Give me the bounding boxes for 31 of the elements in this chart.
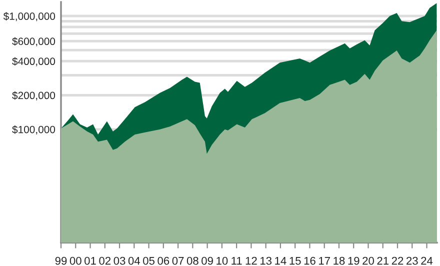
- y-tick-label: $100,000: [12, 125, 56, 134]
- x-tick-label: 24: [421, 256, 433, 265]
- x-tick-label: 03: [114, 256, 126, 265]
- x-tick-label: 05: [143, 256, 154, 265]
- x-tick-label: 18: [334, 256, 345, 265]
- x-tick-label: 20: [362, 256, 374, 265]
- y-tick-label: $200,000: [12, 91, 56, 100]
- x-tick-label: 22: [392, 256, 404, 265]
- y-tick-label: $600,000: [12, 37, 56, 46]
- x-tick-label: 10: [216, 256, 228, 265]
- x-tick-label: 11: [232, 256, 242, 265]
- x-tick-label: 04: [128, 256, 140, 265]
- x-tick-label: 14: [275, 256, 286, 265]
- y-tick-label: $400,000: [12, 57, 56, 66]
- x-tick-label: 19: [348, 256, 360, 265]
- x-tick-label: 07: [172, 256, 184, 265]
- x-tick-label: 13: [260, 256, 272, 265]
- x-tick-label: 23: [406, 256, 418, 265]
- x-tick-label: 02: [99, 256, 111, 265]
- x-tick-label: 09: [202, 256, 213, 265]
- x-tick-label: 21: [377, 256, 389, 265]
- x-tick-label: 15: [290, 256, 301, 265]
- y-tick-label: $1,000,000: [3, 12, 56, 22]
- x-tick-label: 12: [246, 256, 257, 265]
- x-tick-label: 99: [55, 256, 67, 265]
- x-tick-label: 16: [304, 256, 316, 265]
- x-tick-label: 08: [186, 256, 198, 265]
- x-tick-label: 06: [158, 256, 170, 265]
- x-tick-label: 01: [84, 256, 96, 265]
- x-tick-label: 17: [319, 256, 330, 265]
- x-tick-label: 00: [70, 256, 82, 265]
